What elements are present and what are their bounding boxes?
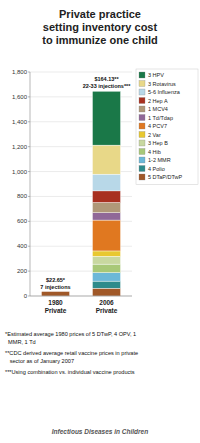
legend-swatch (139, 140, 145, 146)
category-label-line: Private (96, 307, 118, 314)
y-ticks: 0 200 400 600 800 1,000 1,200 1,400 1,600 1,800 (12, 69, 30, 299)
legend-swatch (139, 149, 145, 155)
bar-segment (92, 256, 120, 264)
grid (30, 72, 132, 296)
legend-label: 4 Polio (148, 166, 165, 172)
category-label-line: 2006 (99, 299, 114, 306)
annotation-line: $164.13** (94, 76, 119, 82)
tick-label: 1,600 (12, 94, 28, 100)
chart: Private practicesetting inventory costto… (0, 0, 200, 443)
legend-label: 1-2 MMR (148, 157, 171, 163)
legend-label: 3 HPV (148, 72, 164, 78)
tick-label: 600 (17, 218, 28, 224)
annotation-line: 22-33 injections*** (83, 83, 132, 89)
bar-segment (41, 292, 69, 296)
tick-label: 1,000 (12, 169, 28, 175)
bar-segment (92, 91, 120, 145)
annotation-line: $22.65* (46, 277, 66, 283)
bar-segment (92, 264, 120, 273)
legend-frame (136, 69, 198, 185)
bar-segment (92, 174, 120, 191)
legend-label: 1 MCV4 (148, 106, 168, 112)
annotation: $22.65*7 injections (40, 277, 70, 290)
legend-label: 1 Td/Tdap (148, 115, 173, 121)
legend-label: 5 DTaP/DTwP (148, 174, 183, 180)
tick-label: 1,200 (12, 144, 28, 150)
legend-swatch (139, 157, 145, 163)
title-line: to immunize one child (42, 34, 158, 46)
tick-label: 1,400 (12, 119, 28, 125)
title-line: setting inventory cost (43, 21, 158, 33)
y-axis-line (30, 72, 31, 296)
bar-segment (92, 251, 120, 256)
legend-swatch (139, 98, 145, 104)
legend-swatch (139, 115, 145, 121)
bar-segment (92, 202, 120, 212)
legend-label: 2 Var (148, 132, 161, 138)
bar-segment (92, 281, 120, 288)
grid-line (30, 72, 132, 73)
legend-swatch (139, 166, 145, 172)
footnote: ***Using combination vs. individual vacc… (5, 369, 135, 375)
legend-swatch (139, 106, 145, 112)
title: Private practicesetting inventory costto… (42, 8, 158, 46)
x-axis-line (30, 296, 132, 297)
legend-label: 4 PCV7 (148, 123, 167, 129)
bars (41, 91, 120, 296)
category-label-line: Private (45, 307, 67, 314)
footnote-line: sector as of January 2007 (5, 358, 74, 364)
legend-swatch (139, 89, 145, 95)
tick-label: 200 (17, 268, 28, 274)
bar-segment (92, 288, 120, 296)
category-label-line: 1980 (48, 299, 63, 306)
footnote: **CDC derived average retail vaccine pri… (5, 350, 138, 364)
tick-label: 400 (17, 243, 28, 249)
legend-swatch (139, 81, 145, 87)
annotation: $164.13**22-33 injections*** (83, 76, 132, 89)
tick-label: 1,800 (12, 69, 28, 75)
tick-label: 800 (17, 193, 28, 199)
footnote-line: **CDC derived average retail vaccine pri… (5, 350, 138, 356)
category-label: 2006Private (96, 299, 118, 314)
legend-swatch (139, 132, 145, 138)
tick-label: 0 (24, 293, 28, 299)
legend: 3 HPV 3 Rotavirus 5-6 Influenza 2 Hep A 1 MC… (136, 69, 198, 185)
annotation-line: 7 injections (40, 284, 70, 290)
legend-swatch (139, 72, 145, 78)
bar-segment (92, 145, 120, 174)
legend-swatch (139, 174, 145, 180)
footnote-line: *Estimated average 1980 prices of 5 DTwP… (5, 331, 136, 337)
footer: Infectious Diseases in Children (52, 428, 148, 435)
bar-segment (92, 273, 120, 282)
bar-segment (92, 191, 120, 203)
bar-segment (92, 220, 120, 251)
legend-label: 3 Rotavirus (148, 81, 176, 87)
footnote-line: MMR, 1 Td (5, 339, 36, 345)
category-label: 1980Private (45, 299, 67, 314)
bar-segment (92, 213, 120, 220)
legend-label: 4 Hib (148, 149, 161, 155)
title-line: Private practice (59, 8, 141, 20)
footnote: *Estimated average 1980 prices of 5 DTwP… (5, 331, 136, 345)
legend-label: 2 Hep A (148, 98, 168, 104)
legend-label: 3 Hep B (148, 140, 168, 146)
legend-swatch (139, 123, 145, 129)
footnote-line: ***Using combination vs. individual vacc… (5, 369, 135, 375)
legend-label: 5-6 Influenza (148, 89, 181, 95)
